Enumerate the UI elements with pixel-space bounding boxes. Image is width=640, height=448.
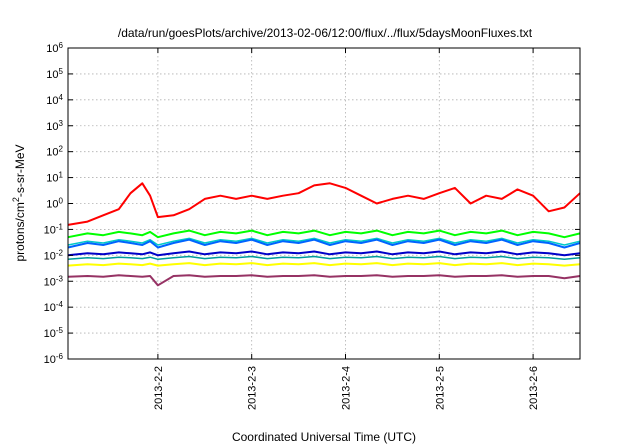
series-line [67, 274, 581, 287]
y-tick-base: 10 [44, 250, 56, 262]
y-tick-base: 10 [44, 354, 56, 366]
y-axis-label-base: protons/cm [13, 202, 27, 261]
y-tick-exp: 0 [59, 196, 64, 205]
y-tick-exp: -4 [56, 300, 64, 309]
series-line [67, 255, 581, 261]
y-tick-label: 10-3 [44, 274, 64, 289]
x-tick-label: 2013-2-3 [247, 366, 259, 410]
x-tick-label: 2013-2-2 [153, 366, 165, 410]
x-tick-label: 2013-2-6 [528, 366, 540, 410]
y-tick-base: 10 [46, 95, 58, 107]
y-tick-exp: 2 [59, 144, 64, 153]
y-tick-label: 100 [46, 196, 63, 211]
series-lines [67, 182, 581, 287]
y-tick-exp: 4 [59, 92, 64, 101]
y-tick-label: 10-2 [44, 248, 64, 263]
y-tick-base: 10 [44, 302, 56, 314]
y-tick-label: 105 [46, 66, 63, 81]
y-tick-label: 10-1 [44, 222, 64, 237]
y-tick-base: 10 [46, 147, 58, 159]
y-tick-exp: 3 [59, 118, 64, 127]
y-axis-label-rest: -s-sr-MeV [13, 144, 27, 197]
y-tick-base: 10 [46, 121, 58, 133]
y-tick-exp: -1 [56, 222, 64, 231]
y-tick-base: 10 [46, 173, 58, 185]
chart-title: /data/run/goesPlots/archive/2013-02-06/1… [118, 26, 533, 40]
y-tick-label: 102 [46, 144, 63, 159]
y-tick-exp: -2 [56, 248, 64, 257]
y-tick-label: 10-4 [44, 300, 64, 315]
y-tick-base: 10 [44, 224, 56, 236]
y-tick-exp: -6 [56, 352, 64, 361]
x-axis-ticks: 2013-2-2 2013-2-3 2013-2-4 2013-2-5 2013-2-6 [153, 48, 540, 410]
y-tick-base: 10 [44, 328, 56, 340]
y-tick-base: 10 [44, 276, 56, 288]
series-line [67, 238, 581, 249]
y-tick-label: 101 [46, 170, 63, 185]
y-tick-label: 10-6 [44, 352, 64, 367]
y-tick-base: 10 [46, 69, 58, 81]
y-tick-label: 103 [46, 118, 63, 133]
grid [68, 48, 580, 359]
y-tick-base: 10 [46, 43, 58, 55]
x-tick-label: 2013-2-5 [434, 366, 446, 410]
y-tick-exp: 1 [59, 170, 64, 179]
y-axis-label-sup: 2 [11, 197, 21, 202]
y-tick-exp: 6 [59, 41, 64, 50]
series-line [67, 262, 581, 267]
x-axis-label: Coordinated Universal Time (UTC) [232, 430, 416, 444]
x-tick-label: 2013-2-4 [340, 366, 352, 410]
y-axis-ticks: 10610510410310210110010-110-210-310-410-… [44, 41, 580, 367]
series-line [67, 250, 581, 257]
y-tick-exp: -3 [56, 274, 64, 283]
y-tick-label: 104 [46, 92, 63, 107]
y-axis-label: protons/cm2-s-sr-MeV [11, 144, 27, 261]
y-tick-base: 10 [46, 199, 58, 211]
series-line [67, 182, 581, 226]
y-tick-exp: -5 [56, 326, 64, 335]
series-line [67, 237, 581, 246]
y-tick-label: 10-5 [44, 326, 64, 341]
y-tick-label: 106 [46, 41, 63, 56]
series-line [67, 229, 581, 239]
y-tick-exp: 5 [59, 66, 64, 75]
